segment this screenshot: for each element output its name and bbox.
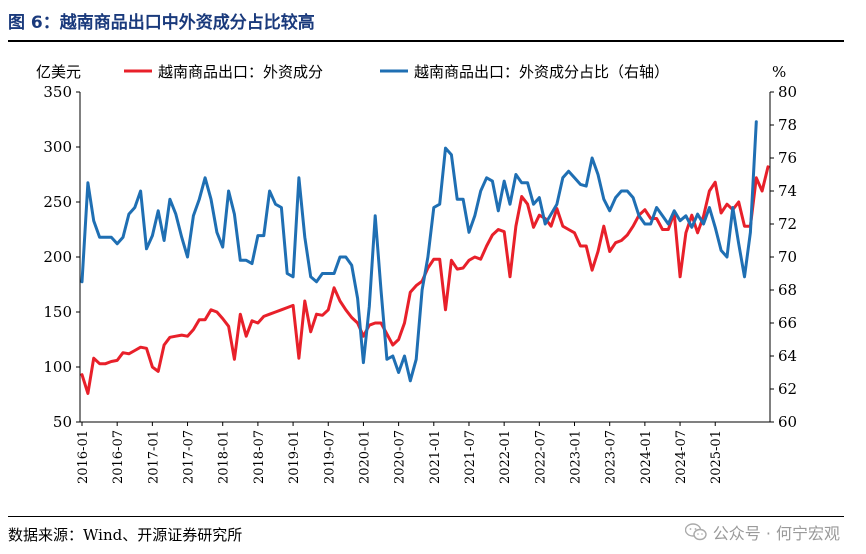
right-tick-label: 80 [778,83,797,101]
right-tick-label: 66 [778,314,797,332]
right-tick-label: 62 [778,380,797,398]
legend-label: 越南商品出口：外资成分占比（右轴） [414,63,669,81]
right-tick-label: 70 [778,248,797,266]
left-tick-label: 300 [43,138,72,156]
right-tick-label: 68 [778,281,797,299]
x-tick-label: 2016-01 [76,430,91,484]
left-tick-label: 350 [43,83,72,101]
wechat-icon [684,523,707,541]
left-tick-label: 150 [43,303,72,321]
x-tick-label: 2022-01 [498,430,513,484]
watermark: 公众号 · 何宁宏观 [684,520,840,544]
left-tick-label: 50 [53,413,72,431]
chart: 50 100 150 200 250 300 350 60 62 64 66 68 70 72 74 76 78… [36,63,797,484]
x-tick-label: 2023-01 [569,430,584,484]
source-note: 数据来源：Wind、开源证券研究所 [8,526,243,544]
source-rule [8,516,844,517]
x-tick-label: 2025-01 [709,430,724,484]
title-rule [8,40,844,42]
x-tick-label: 2020-07 [393,430,408,484]
right-tick-label: 60 [778,413,797,431]
left-axis-unit: 亿美元 [36,63,81,81]
left-tick-label: 250 [43,193,72,211]
x-tick-label: 2018-07 [252,430,267,484]
right-axis-unit: % [772,63,786,81]
series-line-foreign-share [80,120,758,383]
x-tick-label: 2019-07 [322,430,337,484]
x-tick-label: 2024-01 [639,430,654,484]
right-tick-label: 78 [778,116,797,134]
figure-title: 图 6：越南商品出口中外资成分占比较高 [8,13,315,33]
left-tick-label: 200 [43,248,72,266]
x-tick-label: 2021-01 [428,430,443,484]
x-tick-label: 2024-07 [674,430,689,484]
right-tick-label: 74 [778,182,797,200]
x-tick-label: 2017-07 [182,430,197,484]
watermark-text: 公众号 · 何宁宏观 [712,524,840,543]
x-tick-label: 2019-01 [287,430,302,484]
x-tick-label: 2018-01 [217,430,232,484]
x-tick-label: 2023-07 [604,430,619,484]
right-tick-label: 64 [778,347,797,365]
x-tick-label: 2017-01 [146,430,161,484]
x-tick-label: 2021-07 [463,430,478,484]
left-tick-label: 100 [43,358,72,376]
right-tick-label: 76 [778,149,797,167]
x-tick-label: 2022-07 [533,430,548,484]
legend-label: 越南商品出口：外资成分 [158,63,323,81]
x-tick-label: 2016-07 [111,430,126,484]
x-tick-label: 2020-01 [357,430,372,484]
right-tick-label: 72 [778,215,797,233]
